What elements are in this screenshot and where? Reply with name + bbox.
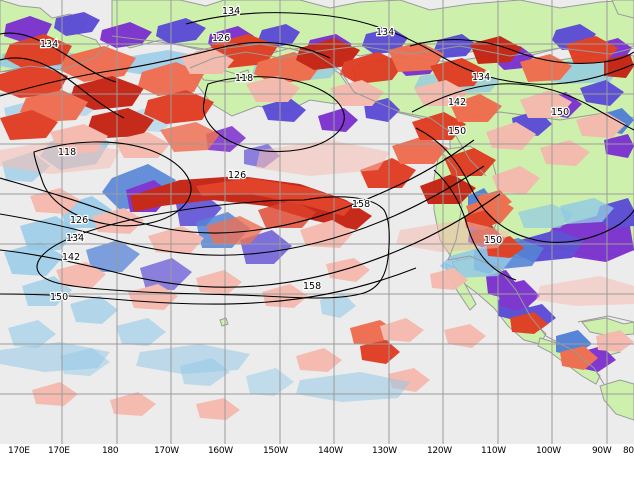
contour-label-text: 134 <box>40 39 58 50</box>
temperature-advection-field <box>0 12 634 420</box>
contour-label: 158 <box>302 280 323 293</box>
map-svg: 134 134 126 118 134 134 142 150 150 118 126 126 134 1… <box>0 0 634 444</box>
longitude-label: 180 <box>102 446 119 456</box>
contour-label-text: 134 <box>376 27 394 38</box>
contour-label: 134 <box>221 5 242 18</box>
contour-label-text: 158 <box>303 281 321 292</box>
contour-line-layer <box>0 12 634 305</box>
map-footer: 170E 170E 180 170W 160W 150W 140W 130W 120W 110W 1… <box>0 444 634 490</box>
contour-label-text: 126 <box>70 215 88 226</box>
contour-label-text: 118 <box>235 73 253 84</box>
contour-label: 134 <box>375 26 396 39</box>
contour-label: 142 <box>61 251 82 264</box>
contour-label-layer: 134 134 126 118 134 134 142 150 150 118 126 126 134 1… <box>39 5 571 304</box>
contour-label-text: 150 <box>50 292 68 303</box>
map-canvas[interactable]: 134 134 126 118 134 134 142 150 150 118 126 126 134 1… <box>0 0 634 444</box>
longitude-label: 80 <box>623 446 634 456</box>
contour-label: 134 <box>65 232 86 245</box>
contour-label-text: 150 <box>484 235 502 246</box>
contour-label: 118 <box>234 72 255 85</box>
longitude-label: 160W <box>208 446 233 456</box>
longitude-label: 90W <box>592 446 612 456</box>
contour-label: 134 <box>39 38 60 51</box>
contour-label: 150 <box>483 234 504 247</box>
longitude-label: 170W <box>154 446 179 456</box>
contour-label: 118 <box>57 146 78 159</box>
contour-label: 150 <box>447 125 468 138</box>
longitude-label: 170E <box>8 446 30 456</box>
contour-label: 126 <box>69 214 90 227</box>
contour-label: 134 <box>471 71 492 84</box>
warm-advection-blobs <box>0 34 634 420</box>
contour-label: 126 <box>211 32 232 45</box>
contour-label-text: 150 <box>448 126 466 137</box>
longitude-label: 150W <box>263 446 288 456</box>
contour-label: 150 <box>550 106 571 119</box>
longitude-label: 100W <box>536 446 561 456</box>
longitude-label: 170E <box>48 446 70 456</box>
longitude-label: 140W <box>318 446 343 456</box>
longitude-label: 120W <box>427 446 452 456</box>
contour-label-text: 134 <box>66 233 84 244</box>
longitude-label: 110W <box>481 446 506 456</box>
contour-label-text: 126 <box>228 170 246 181</box>
contour-label: 150 <box>49 291 70 304</box>
contour-label-text: 134 <box>222 6 240 17</box>
contour-label-text: 142 <box>448 97 466 108</box>
contour-label-text: 142 <box>62 252 80 263</box>
contour-label: 158 <box>351 198 372 211</box>
contour-label: 142 <box>447 96 468 109</box>
contour-label-text: 134 <box>472 72 490 83</box>
contour-label-text: 150 <box>551 107 569 118</box>
contour-label: 126 <box>227 169 248 182</box>
contour-label-text: 126 <box>212 33 230 44</box>
contour-label-text: 158 <box>352 199 370 210</box>
contour-label-text: 118 <box>58 147 76 158</box>
longitude-label: 130W <box>372 446 397 456</box>
